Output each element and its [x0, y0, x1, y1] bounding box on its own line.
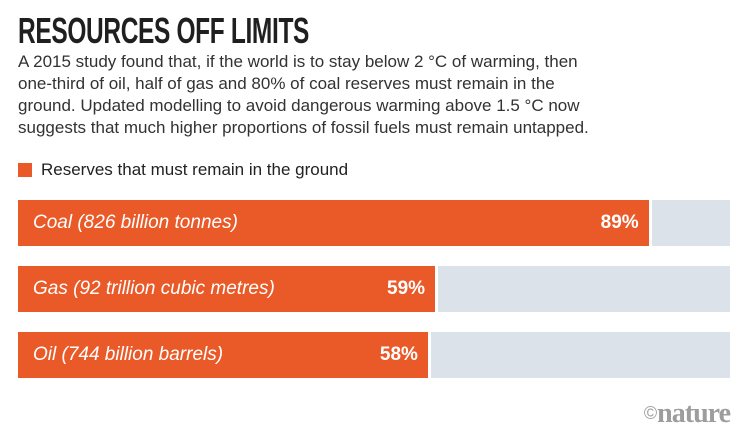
- description-line: one-third of oil, half of gas and 80% of…: [18, 74, 555, 93]
- legend-label: Reserves that must remain in the ground: [41, 160, 349, 179]
- bar-row-gas: Gas (92 trillion cubic metres) 59%: [18, 266, 730, 312]
- copyright-icon: ©: [643, 403, 658, 423]
- bar-chart: Coal (826 billion tonnes) 89% Gas (92 tr…: [18, 200, 730, 398]
- bar-label-coal: Coal (826 billion tonnes): [33, 212, 238, 233]
- nature-wordmark: nature: [657, 398, 731, 429]
- bar-row-coal: Coal (826 billion tonnes) 89%: [18, 200, 730, 246]
- bar-label-oil: Oil (744 billion barrels): [33, 344, 224, 365]
- bar-label-gas: Gas (92 trillion cubic metres): [33, 278, 275, 299]
- chart-title: RESOURCES OFF LIMITS: [18, 10, 310, 51]
- bar-fill-oil: Oil (744 billion barrels) 58%: [18, 332, 431, 378]
- legend-swatch-icon: [18, 163, 32, 177]
- bar-fill-coal: Coal (826 billion tonnes) 89%: [18, 200, 652, 246]
- legend: Reserves that must remain in the ground: [18, 160, 348, 180]
- bar-value-gas: 59%: [387, 278, 426, 299]
- description-line: ground. Updated modelling to avoid dange…: [18, 96, 580, 115]
- bar-fill-gas: Gas (92 trillion cubic metres) 59%: [18, 266, 439, 312]
- bar-value-coal: 89%: [600, 212, 639, 233]
- description-line: suggests that much higher proportions of…: [18, 118, 589, 137]
- nature-logo: ©nature: [643, 398, 731, 429]
- bar-value-oil: 58%: [379, 344, 418, 365]
- bar-row-oil: Oil (744 billion barrels) 58%: [18, 332, 730, 378]
- chart-description: A 2015 study found that, if the world is…: [18, 51, 728, 139]
- description-line: A 2015 study found that, if the world is…: [18, 52, 578, 71]
